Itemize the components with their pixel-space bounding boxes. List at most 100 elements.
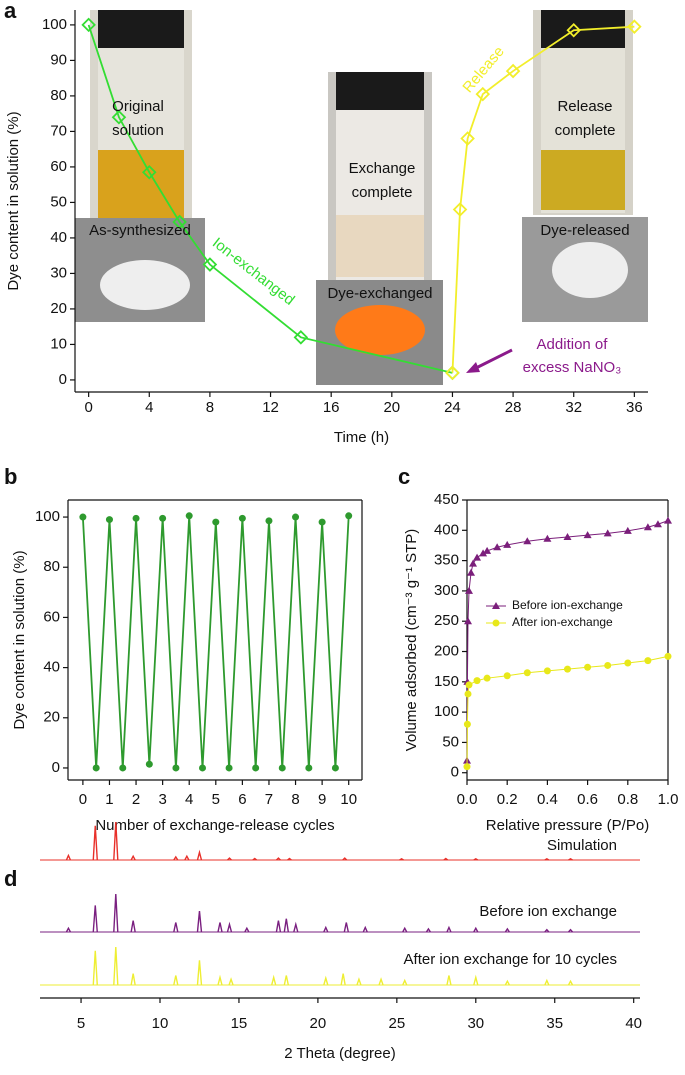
peak [567, 979, 574, 986]
data-point [523, 669, 531, 677]
data-point [604, 661, 612, 669]
legend-label: After ion-exchange [512, 615, 613, 629]
y-tick-label: 80 [43, 558, 60, 575]
peak [196, 911, 203, 933]
x-tick-label: 4 [145, 399, 153, 416]
peak [399, 858, 404, 861]
peak [228, 977, 234, 986]
x-tick-label: 0.8 [617, 791, 638, 808]
data-point [212, 518, 220, 526]
annotation: Addition of [537, 336, 609, 353]
vial-cap [336, 72, 424, 110]
peak [504, 979, 510, 986]
data-point [460, 131, 475, 146]
y-tick-label: 90 [50, 51, 67, 68]
photo-label: Release [557, 98, 612, 115]
y-tick-label: 0 [451, 764, 459, 781]
powder [552, 242, 628, 298]
x-tick-label: 9 [318, 791, 326, 808]
data-point [473, 553, 482, 561]
peak [65, 926, 72, 933]
data-point [653, 520, 662, 528]
data-point [664, 516, 672, 524]
panel-letter: c [398, 464, 410, 489]
peak [473, 926, 479, 933]
y-tick-label: 40 [50, 229, 67, 246]
y-tick-label: 200 [434, 642, 459, 659]
peak [226, 921, 233, 933]
x-axis-label: Relative pressure (P/Po) [486, 817, 649, 834]
annotation: Ion-exchanged [209, 234, 298, 309]
x-tick-label: 10 [152, 1015, 169, 1032]
y-tick-label: 300 [434, 582, 459, 599]
photo-label: complete [555, 122, 616, 139]
peak [544, 858, 550, 861]
data-point [473, 677, 481, 685]
photo-label: Dye-exchanged [327, 285, 432, 302]
peak [217, 974, 223, 986]
x-tick-label: 8 [291, 791, 299, 808]
y-tick-label: 150 [434, 673, 459, 690]
peak [544, 978, 550, 986]
data-point [225, 764, 233, 772]
data-point [278, 764, 286, 772]
peak [323, 975, 329, 986]
photo-label: Dye-released [540, 222, 629, 239]
peak [244, 926, 250, 933]
y-tick-label: 10 [50, 335, 67, 352]
peak [217, 922, 223, 933]
series-line [81, 515, 350, 769]
data-point [172, 764, 180, 772]
data-point [463, 720, 471, 728]
legend-marker [492, 602, 500, 609]
data-point [305, 764, 313, 772]
data-point [463, 763, 471, 771]
arrow-head [466, 362, 480, 373]
x-tick-label: 10 [340, 791, 357, 808]
series-line [466, 520, 669, 761]
x-tick-label: 15 [231, 1015, 248, 1032]
data-point [464, 617, 473, 625]
data-point [159, 514, 167, 522]
x-tick-label: 30 [467, 1015, 484, 1032]
peak [196, 960, 203, 986]
peak [473, 974, 479, 986]
peak [568, 858, 573, 861]
vial-cap [98, 10, 184, 48]
arrow [473, 348, 513, 371]
x-tick-label: 35 [546, 1015, 563, 1032]
data-point [465, 681, 473, 689]
x-tick-label: 40 [625, 1015, 642, 1032]
x-axis-label: Time (h) [334, 429, 389, 446]
data-point [185, 512, 193, 520]
x-tick-label: 25 [388, 1015, 405, 1032]
photo-label: Exchange [349, 160, 416, 177]
trace-label: Before ion exchange [479, 903, 617, 920]
data-point [318, 518, 326, 526]
data-point [564, 665, 571, 673]
data-point [464, 690, 472, 698]
y-tick-label: 400 [434, 521, 459, 538]
y-tick-label: 70 [50, 122, 67, 139]
data-point [623, 526, 632, 534]
peak [173, 975, 179, 986]
x-tick-label: 20 [310, 1015, 327, 1032]
data-point [465, 586, 474, 594]
y-tick-label: 30 [50, 264, 67, 281]
peak [196, 849, 203, 861]
x-tick-label: 36 [626, 399, 643, 416]
y-axis-label: Dye content in solution (%) [11, 550, 28, 729]
x-tick-label: 5 [212, 791, 220, 808]
peak [343, 922, 350, 933]
y-tick-label: 100 [35, 508, 60, 525]
y-tick-label: 20 [43, 709, 60, 726]
series-line [87, 24, 453, 374]
x-tick-label: 3 [158, 791, 166, 808]
y-tick-label: 0 [52, 759, 60, 776]
peak [402, 926, 408, 933]
data-point [643, 523, 652, 531]
peak [92, 950, 98, 986]
data-point [202, 257, 218, 272]
y-tick-label: 80 [50, 87, 67, 104]
peak [113, 821, 119, 861]
